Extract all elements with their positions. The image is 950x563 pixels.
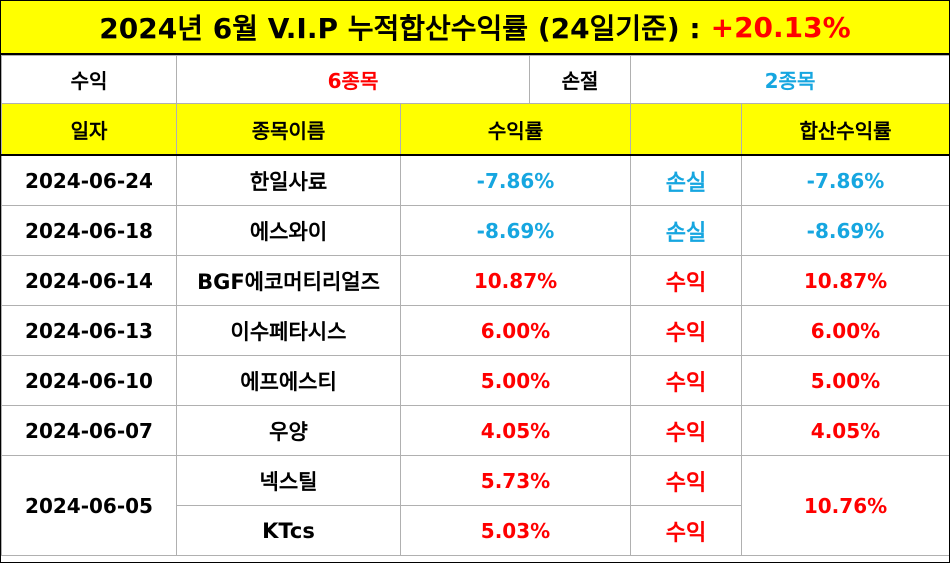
header-name: 종목이름: [176, 103, 401, 156]
table-row: 2024-06-18 에스와이 -8.69% 손실 -8.69%: [1, 205, 949, 256]
summary-row: 수익 6종목 손절 2종목: [1, 55, 949, 104]
return-cell: -8.69%: [400, 205, 631, 256]
return-cell: 6.00%: [400, 305, 631, 356]
stock-name-cell: 이수페타시스: [176, 305, 401, 356]
return-cell: -7.86%: [400, 154, 631, 206]
return-cell: 5.73%: [400, 455, 631, 506]
header-combined: 합산수익률: [741, 103, 949, 156]
return-cell: 5.00%: [400, 355, 631, 406]
page-title: 2024년 6월 V.I.P 누적합산수익률 (24일기준) :: [99, 12, 701, 45]
status-cell: 수익: [630, 255, 742, 306]
table-row: 2024-06-14 BGF에코머티리얼즈 10.87% 수익 10.87%: [1, 255, 949, 306]
title-bar: 2024년 6월 V.I.P 누적합산수익률 (24일기준) : +20.13%: [1, 1, 949, 55]
date-cell: 2024-06-07: [1, 405, 177, 456]
stock-name-cell: 우양: [176, 405, 401, 456]
returns-table: 수익 6종목 손절 2종목 일자 종목이름 수익률 합산수익률 2024-06-…: [1, 55, 950, 556]
stock-name-cell: 넥스틸: [176, 455, 401, 506]
status-cell: 수익: [630, 355, 742, 406]
combined-return-cell: -7.86%: [741, 154, 949, 206]
return-cell: 4.05%: [400, 405, 631, 456]
date-cell: 2024-06-13: [1, 305, 177, 356]
date-cell: 2024-06-10: [1, 355, 177, 406]
stock-name-cell: BGF에코머티리얼즈: [176, 255, 401, 306]
stock-name-cell: 에프에스티: [176, 355, 401, 406]
table-body: 2024-06-24 한일사료 -7.86% 손실 -7.86% 2024-06-18 에스…: [1, 154, 950, 556]
table-row: 2024-06-10 에프에스티 5.00% 수익 5.00%: [1, 355, 949, 406]
loss-label: 손절: [529, 55, 631, 104]
header-status: [630, 103, 742, 156]
date-cell: 2024-06-05: [1, 455, 177, 556]
header-date: 일자: [1, 103, 177, 156]
status-cell: 손실: [630, 205, 742, 256]
date-cell: 2024-06-14: [1, 255, 177, 306]
stock-name-cell: 한일사료: [176, 154, 401, 206]
return-cell: 5.03%: [400, 505, 631, 556]
table-row: 2024-06-05 넥스틸 5.73% 수익 10.76%: [1, 455, 949, 556]
combined-return-cell: 6.00%: [741, 305, 949, 356]
total-return-value: +20.13%: [710, 10, 851, 44]
combined-return-cell: 4.05%: [741, 405, 949, 456]
date-cell: 2024-06-24: [1, 154, 177, 206]
stock-name-cell: 에스와이: [176, 205, 401, 256]
table-row: 2024-06-24 한일사료 -7.86% 손실 -7.86%: [1, 154, 949, 206]
status-cell: 수익: [630, 305, 742, 356]
profit-count: 6종목: [176, 55, 530, 104]
status-cell: 수익: [630, 405, 742, 456]
status-cell: 수익: [630, 505, 742, 556]
return-cell: 10.87%: [400, 255, 631, 306]
stock-name-cell: KTcs: [176, 505, 401, 556]
combined-return-cell: -8.69%: [741, 205, 949, 256]
combined-return-cell: 10.76%: [741, 455, 949, 556]
header-row: 일자 종목이름 수익률 합산수익률: [1, 103, 949, 156]
header-return: 수익률: [400, 103, 631, 156]
table-row: KTcs 5.03% 수익: [2, 505, 950, 556]
loss-count: 2종목: [630, 55, 949, 104]
profit-label: 수익: [1, 55, 177, 104]
combined-return-cell: 5.00%: [741, 355, 949, 406]
table-row: 2024-06-07 우양 4.05% 수익 4.05%: [1, 405, 949, 456]
status-cell: 수익: [630, 455, 742, 506]
table-row: 2024-06-13 이수페타시스 6.00% 수익 6.00%: [1, 305, 949, 356]
combined-return-cell: 10.87%: [741, 255, 949, 306]
date-cell: 2024-06-18: [1, 205, 177, 256]
status-cell: 손실: [630, 154, 742, 206]
